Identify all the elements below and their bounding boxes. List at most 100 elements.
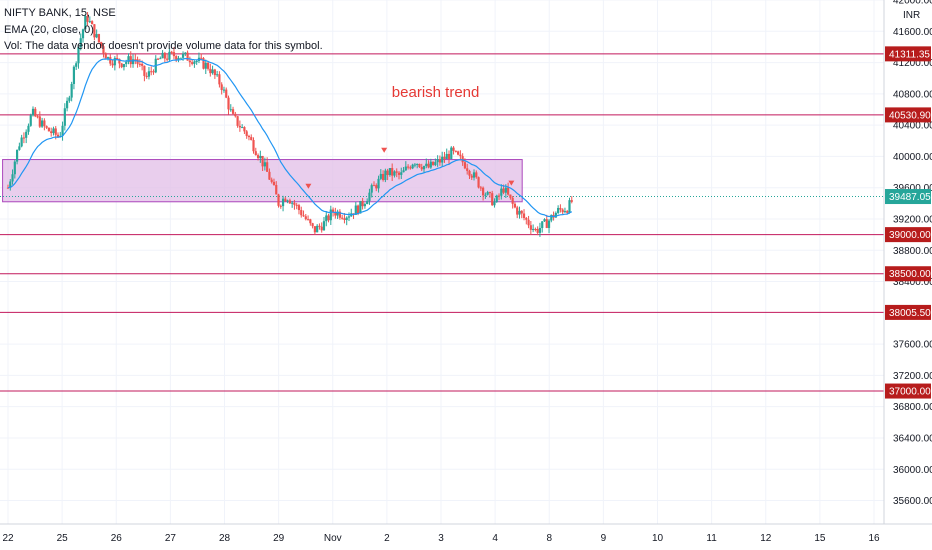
candle xyxy=(134,54,137,65)
level-lines xyxy=(0,53,884,392)
candle xyxy=(459,150,462,161)
candle xyxy=(347,212,351,222)
candle xyxy=(218,71,221,88)
candle xyxy=(431,161,435,166)
x-tick-label: 10 xyxy=(652,533,664,544)
candle xyxy=(302,210,305,217)
level-badge[interactable]: 38500.00 xyxy=(885,266,931,282)
y-tick-label: 41200.00 xyxy=(893,58,932,69)
candle xyxy=(154,55,157,74)
candle xyxy=(468,169,471,180)
candle xyxy=(166,54,169,62)
x-tick-label: 9 xyxy=(601,533,607,544)
candle xyxy=(261,155,264,172)
candle xyxy=(259,150,262,163)
candle xyxy=(288,198,291,204)
candle xyxy=(359,200,362,214)
candle xyxy=(109,54,112,66)
candle xyxy=(40,117,44,128)
candle xyxy=(136,56,139,68)
candle xyxy=(297,203,301,215)
candle xyxy=(482,186,485,201)
candle xyxy=(436,155,439,167)
current-price-badge[interactable]: 39487.05 xyxy=(885,189,931,205)
candle xyxy=(497,193,501,201)
candle xyxy=(202,57,205,70)
candle xyxy=(179,57,182,59)
candle xyxy=(104,52,107,59)
volume-legend[interactable]: Vol: The data vendor doesn't provide vol… xyxy=(4,40,323,52)
x-tick-label: 2 xyxy=(384,533,390,544)
level-badge[interactable]: 41311.35 xyxy=(885,46,931,62)
candle xyxy=(156,57,160,61)
x-tick-label: 28 xyxy=(219,533,231,544)
candle xyxy=(343,213,346,224)
candle xyxy=(518,206,521,219)
candle xyxy=(229,104,232,112)
candle xyxy=(557,205,560,215)
candle xyxy=(177,55,180,63)
candle xyxy=(122,63,126,71)
candle xyxy=(231,106,235,115)
candle xyxy=(256,153,260,161)
candle xyxy=(541,221,544,233)
candle xyxy=(393,170,396,178)
candle xyxy=(61,121,64,141)
candle xyxy=(293,199,296,210)
candle xyxy=(111,59,114,68)
candle xyxy=(191,59,194,66)
candle xyxy=(270,177,273,184)
candle xyxy=(438,155,442,166)
candle xyxy=(84,14,87,30)
candle xyxy=(216,70,219,77)
candle xyxy=(425,158,428,169)
candle xyxy=(529,220,532,235)
candle xyxy=(427,160,430,169)
candle xyxy=(316,224,319,233)
annotation-text[interactable]: bearish trend xyxy=(392,84,480,101)
candle xyxy=(543,218,546,222)
candle xyxy=(184,52,187,57)
candle xyxy=(241,124,244,129)
candle xyxy=(559,204,562,213)
candle xyxy=(568,197,571,214)
svg-text:38005.50: 38005.50 xyxy=(889,308,931,319)
candle xyxy=(477,176,480,189)
candle xyxy=(466,163,469,175)
candle xyxy=(368,188,371,205)
candle xyxy=(534,227,537,232)
candle xyxy=(513,202,517,209)
candle xyxy=(547,218,551,234)
candle xyxy=(275,181,278,195)
candle xyxy=(361,197,364,210)
candle xyxy=(341,214,344,220)
candle xyxy=(70,81,73,102)
candle xyxy=(79,33,82,51)
level-badge[interactable]: 40530.90 xyxy=(885,107,931,123)
x-tick-label: 16 xyxy=(868,533,880,544)
candles xyxy=(6,12,573,237)
symbol-title[interactable]: NIFTY BANK, 15, NSE xyxy=(4,7,116,19)
ema-legend[interactable]: EMA (20, close, 0) xyxy=(4,24,94,36)
candle xyxy=(561,208,564,215)
candle xyxy=(470,173,473,180)
candle xyxy=(247,134,251,141)
candle xyxy=(13,160,16,179)
level-badge[interactable]: 39000.00 xyxy=(885,227,931,243)
candle xyxy=(402,167,405,173)
candle xyxy=(429,158,432,169)
candle xyxy=(447,150,451,165)
gridlines xyxy=(0,0,884,524)
candle xyxy=(43,118,46,131)
candle xyxy=(416,163,419,169)
candle xyxy=(313,226,316,235)
candle xyxy=(525,216,528,225)
candle xyxy=(291,201,294,208)
candle xyxy=(143,65,146,82)
candle xyxy=(272,178,276,186)
level-badge[interactable]: 38005.50 xyxy=(885,304,931,320)
level-badge[interactable]: 37000.00 xyxy=(885,383,931,399)
candle xyxy=(152,69,155,75)
svg-text:39487.05: 39487.05 xyxy=(889,192,931,203)
